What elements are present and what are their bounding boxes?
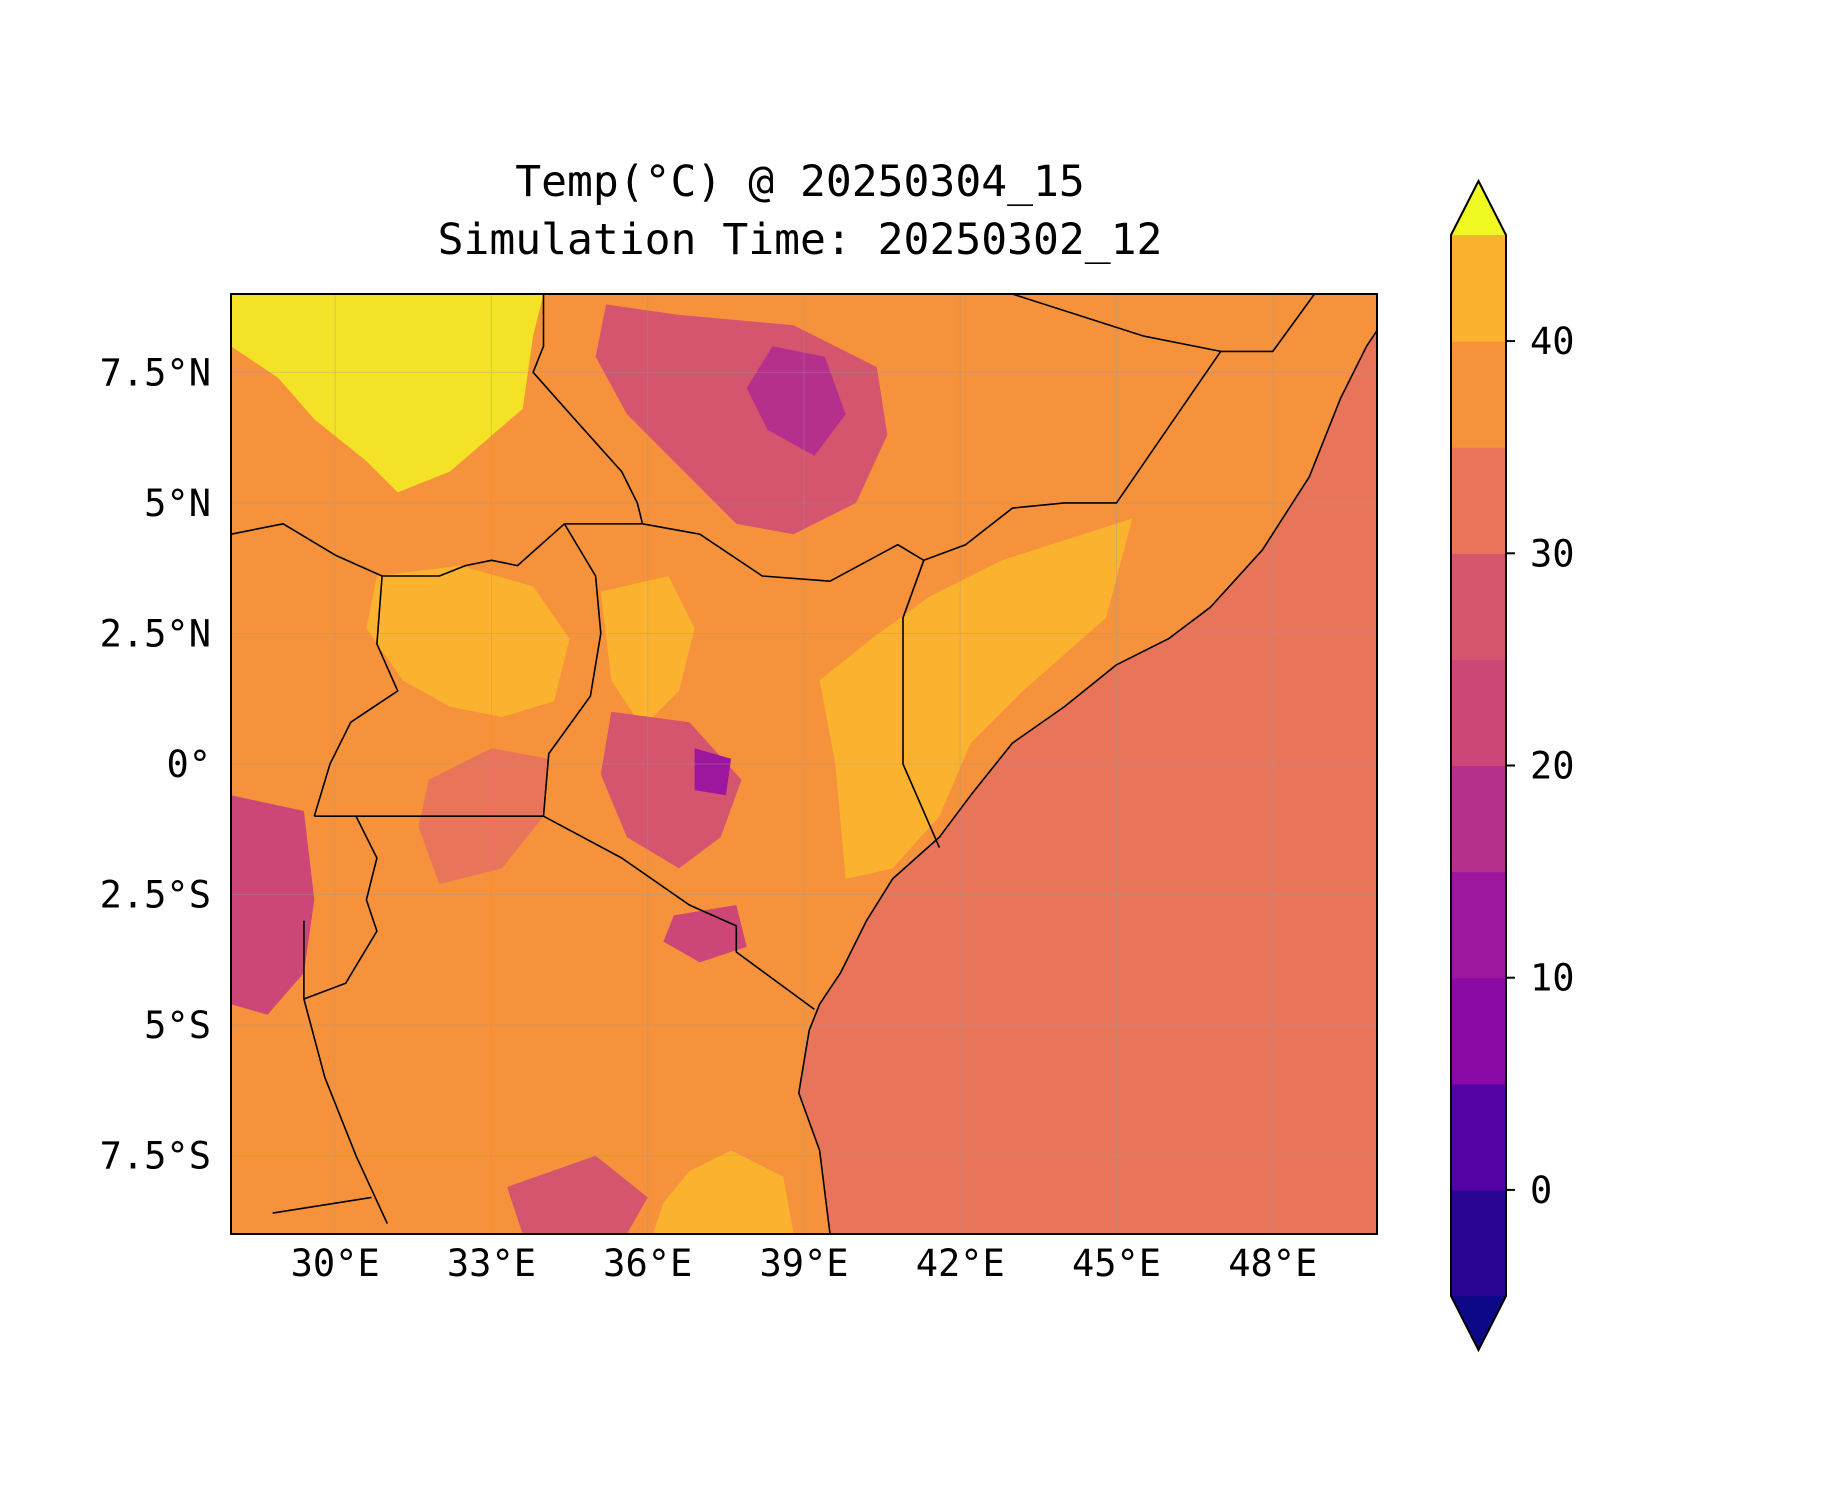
y-tick-label: 7.5°S [100, 1135, 211, 1178]
figure-title-line2: Simulation Time: 20250302_12 [438, 215, 1163, 265]
boundary-ethiopia-somalia [923, 294, 1316, 562]
boundary-coastline [797, 330, 1377, 1234]
colorbar-tick-label: 0 [1530, 1169, 1552, 1212]
boundary-uganda-south-sudan [382, 523, 565, 577]
latitude-axis: 7.5°N 5°N 2.5°N 0° 2.5°S 5°S 7.5°S [100, 351, 211, 1177]
colorbar-bin [1451, 553, 1506, 660]
map-panel: 30°E 33°E 36°E 39°E 42°E 45°E 48°E 7.5°N 5°N 2.5… [100, 293, 1378, 1285]
country-boundaries [231, 294, 1377, 1234]
colorbar-tick-label: 10 [1530, 957, 1575, 1000]
region-rift-highlands-west [231, 795, 315, 1015]
colorbar-bin [1451, 977, 1506, 1085]
y-tick-label: 5°N [144, 482, 211, 525]
region-kenya-highlands [600, 711, 742, 869]
colorbar-extend-min [1451, 1296, 1506, 1350]
region-somali-interior [819, 518, 1133, 879]
figure-title-line1: Temp(°C) @ 20250304_15 [515, 157, 1085, 207]
longitude-axis: 30°E 33°E 36°E 39°E 42°E 45°E 48°E [291, 1242, 1318, 1285]
map-frame [230, 293, 1378, 1235]
boundary-uganda-drc [313, 575, 399, 817]
region-turkana-lowland [600, 576, 695, 728]
colorbar-outline [1450, 178, 1507, 1353]
colorbar-bin [1451, 1083, 1506, 1191]
land-base [231, 294, 1377, 1234]
region-kenya-peaks [694, 748, 732, 796]
boundary-kenya-ethiopia [642, 523, 925, 583]
y-tick-label: 7.5°N [100, 351, 211, 394]
x-tick-label: 42°E [916, 1242, 1005, 1285]
colorbar-bin [1451, 235, 1506, 342]
region-kilimanjaro-area [663, 905, 747, 963]
region-southern-highlands [507, 1155, 648, 1234]
colorbar-tick-label: 30 [1530, 532, 1575, 575]
region-uganda-plateau [366, 565, 570, 717]
region-south-sudan-hot [231, 294, 544, 493]
colorbar-bin [1451, 871, 1506, 979]
boundary-lake-tanganyika-east [303, 920, 389, 1224]
region-ethiopian-peaks [746, 346, 846, 456]
boundary-rwanda-burundi [303, 815, 378, 1000]
colorbar-tick-label: 40 [1530, 320, 1575, 363]
x-tick-label: 36°E [603, 1242, 692, 1285]
x-tick-label: 39°E [759, 1242, 848, 1285]
colorbar-bin [1451, 765, 1506, 873]
colorbar-bin [1451, 659, 1506, 767]
colorbar: 0 10 20 30 40 [1450, 178, 1575, 1353]
colorbar-extend-max [1451, 181, 1506, 235]
y-tick-label: 0° [166, 743, 211, 786]
x-tick-label: 33°E [447, 1242, 536, 1285]
gridlines [231, 294, 1377, 1234]
colorbar-bin [1451, 341, 1506, 448]
y-tick-label: 2.5°S [100, 874, 211, 917]
boundary-ethiopia-somaliland-north [1012, 294, 1221, 353]
boundary-zambia-tanzania [272, 1196, 372, 1214]
boundary-kenya-somalia [902, 560, 941, 848]
boundary-kenya-tanzania [543, 815, 815, 1011]
colorbar-bin [1451, 447, 1506, 554]
x-tick-label: 45°E [1072, 1242, 1161, 1285]
colorbar-bin [1451, 1189, 1506, 1297]
colorbar-tick-label: 20 [1530, 745, 1575, 788]
y-tick-label: 5°S [144, 1004, 211, 1047]
x-tick-label: 48°E [1228, 1242, 1317, 1285]
x-tick-label: 30°E [291, 1242, 380, 1285]
boundary-south-sudan-drc [231, 522, 383, 577]
y-tick-label: 2.5°N [100, 612, 211, 655]
boundary-uganda-kenya [542, 523, 602, 817]
boundary-south-sudan-ethiopia [532, 294, 644, 525]
region-tanzania-south-warm [652, 1150, 794, 1234]
